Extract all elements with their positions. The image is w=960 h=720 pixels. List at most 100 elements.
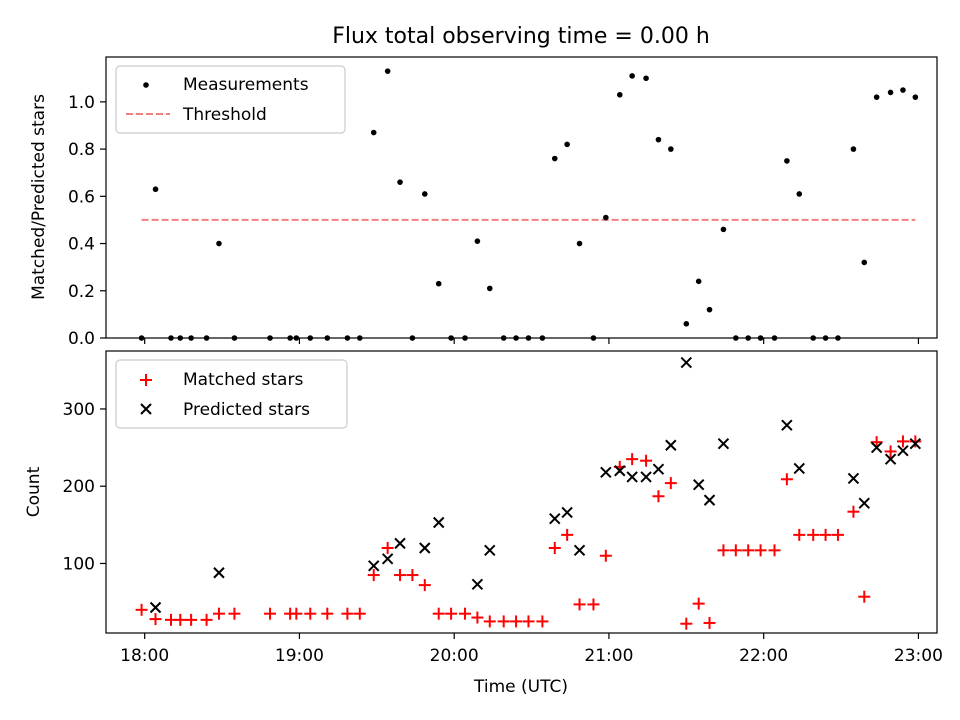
- measurement-point: [861, 259, 868, 266]
- matched-star-point: [729, 544, 742, 557]
- matched-star-point: [510, 615, 523, 628]
- bottom-series: [135, 356, 922, 630]
- predicted-star-point: [471, 578, 484, 591]
- measurement-point: [655, 136, 662, 143]
- matched-star-point: [793, 528, 806, 541]
- predicted-star-point: [680, 356, 693, 369]
- matched-star-point: [754, 544, 767, 557]
- matched-star-point: [321, 607, 334, 620]
- matched-star-point: [819, 528, 832, 541]
- matched-star-point: [394, 569, 407, 582]
- predicted-star-point: [626, 471, 638, 483]
- matched-star-point: [459, 607, 472, 620]
- predicted-star-point: [717, 438, 730, 450]
- matched-star-point: [884, 445, 897, 458]
- matched-star-point: [406, 569, 419, 582]
- matched-star-point: [652, 490, 665, 503]
- matched-star-point: [341, 607, 354, 620]
- measurement-point: [887, 89, 894, 96]
- matched-star-point: [264, 607, 277, 620]
- matched-star-point: [149, 613, 162, 626]
- predicted-star-point: [419, 542, 431, 554]
- predicted-star-point: [213, 567, 225, 579]
- top-y-tick-label: 0.6: [68, 187, 95, 207]
- matched-star-point: [742, 544, 755, 557]
- top-panel: 0.0 0.2 0.4 0.6 0.8 1.0 Matched/Predicted sta…: [29, 56, 938, 349]
- top-legend: Measurements Threshold: [115, 65, 346, 134]
- measurement-point: [216, 240, 222, 247]
- measurement-point: [784, 158, 790, 164]
- predicted-star-point: [665, 439, 677, 451]
- measurement-point: [912, 94, 919, 100]
- top-legend-box: [115, 65, 346, 134]
- predicted-star-point: [858, 497, 870, 509]
- matched-star-point: [587, 598, 600, 611]
- top-x-ticks: [144, 338, 920, 344]
- matched-star-point: [290, 607, 303, 620]
- bottom-y-tick-label: 200: [63, 477, 95, 497]
- bottom-axes-frame: [105, 350, 938, 634]
- matched-star-point: [174, 613, 187, 626]
- measurement-point: [873, 94, 880, 100]
- measurement-point: [421, 191, 428, 197]
- top-y-axis-label: Matched/Predicted stars: [29, 94, 49, 300]
- matched-star-point: [304, 607, 317, 620]
- predicted-star-point: [897, 444, 909, 457]
- top-series: [138, 68, 919, 341]
- matched-star-point: [640, 454, 653, 467]
- top-y-tick-label: 0.0: [68, 329, 95, 349]
- predicted-star-point: [484, 544, 496, 557]
- predicted-star-point: [847, 472, 860, 485]
- predicted-star-point: [781, 419, 793, 431]
- bottom-legend-box: [115, 359, 348, 429]
- predicted-star-point: [394, 537, 406, 550]
- matched-star-point: [680, 617, 693, 630]
- matched-star-point: [626, 453, 639, 466]
- measurement-point: [397, 179, 403, 185]
- predicted-star-point: [573, 544, 586, 557]
- legend-threshold-label: Threshold: [182, 105, 267, 125]
- matched-star-point: [807, 528, 820, 541]
- measurement-point: [850, 146, 857, 152]
- bottom-x-tick-label: 20:00: [430, 646, 479, 666]
- matched-star-point: [573, 598, 586, 611]
- matched-star-point: [483, 615, 496, 628]
- measurement-point: [576, 240, 583, 247]
- measurement-point: [706, 306, 713, 313]
- measurement-point: [152, 186, 159, 193]
- measurement-point: [900, 87, 906, 93]
- bottom-legend: Matched stars Predicted stars: [115, 359, 348, 429]
- matched-star-point: [717, 544, 730, 557]
- predicted-star-point: [793, 462, 805, 475]
- bottom-x-ticks: 18:00 19:00 20:00 21:00 22:00 23:00: [120, 633, 943, 666]
- bottom-x-tick-label: 22:00: [739, 646, 788, 666]
- matched-star-point: [780, 473, 793, 486]
- predicted-star-point: [549, 512, 561, 525]
- predicted-star-point: [640, 471, 652, 483]
- measurement-point: [551, 155, 558, 162]
- matched-star-point: [561, 528, 574, 541]
- figure-title: Flux total observing time = 0.00 h: [332, 24, 710, 49]
- top-y-tick-label: 0.2: [68, 282, 95, 302]
- predicted-star-point: [149, 601, 162, 614]
- matched-star-point: [185, 613, 198, 626]
- matched-star-point: [536, 615, 549, 628]
- legend-predicted-label: Predicted stars: [183, 400, 310, 420]
- measurement-point: [629, 73, 635, 79]
- matched-star-point: [135, 603, 148, 616]
- matched-star-point: [831, 528, 844, 541]
- matched-star-point: [367, 569, 380, 582]
- bottom-x-tick-label: 23:00: [894, 646, 943, 666]
- top-axes-frame: [105, 56, 938, 339]
- predicted-star-point: [692, 478, 705, 491]
- bottom-x-tick-label: 18:00: [120, 646, 169, 666]
- top-y-tick-label: 0.8: [68, 140, 95, 160]
- measurement-point: [720, 226, 727, 233]
- legend-measurements-marker: [143, 82, 149, 88]
- measurement-point: [796, 191, 803, 197]
- matched-star-point: [212, 607, 225, 620]
- predicted-star-point: [870, 441, 883, 454]
- matched-star-point: [471, 611, 484, 624]
- measurement-point: [486, 285, 493, 292]
